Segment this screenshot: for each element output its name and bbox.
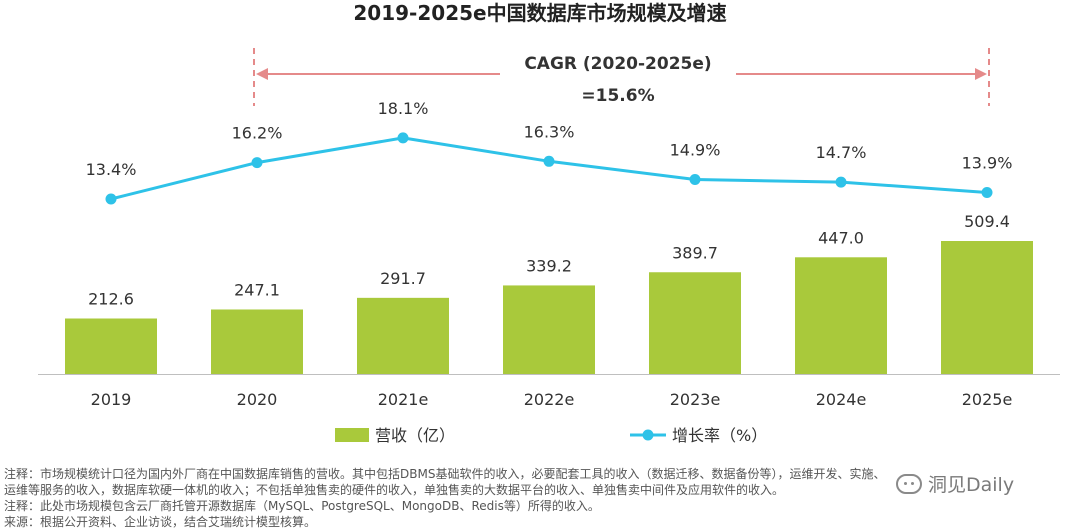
x-tick-label: 2025e	[962, 390, 1013, 409]
bar-2025e	[941, 241, 1033, 374]
x-tick-label: 2020	[237, 390, 278, 409]
bar-2022e	[503, 285, 595, 374]
growth-point-2025e	[981, 187, 993, 198]
growth-value-label: 16.2%	[232, 124, 283, 143]
x-tick-label: 2024e	[816, 390, 867, 409]
legend-label-revenue: 营收（亿）	[375, 426, 455, 445]
bar-value-label: 509.4	[964, 212, 1010, 231]
bar-2020	[211, 309, 303, 374]
x-tick-label: 2022e	[524, 390, 575, 409]
bar-2023e	[649, 272, 741, 374]
arrowhead-left-icon	[256, 68, 268, 80]
legend-swatch-revenue	[335, 428, 369, 442]
growth-value-label: 18.1%	[378, 99, 429, 118]
growth-value-label: 16.3%	[524, 122, 575, 141]
footnote-2: 运维等服务的收入，数据库软硬一体机的收入；不包括单独售卖的硬件的收入，单独售卖的…	[4, 483, 785, 497]
growth-point-2023e	[689, 174, 701, 185]
watermark-text: 洞见Daily	[928, 474, 1015, 496]
watermark: 洞见Daily	[896, 470, 1014, 497]
growth-value-label: 13.4%	[86, 160, 137, 179]
footnote-source: 来源：根据公开资料、企业访谈，结合艾瑞统计模型核算。	[4, 515, 317, 529]
bar-value-label: 291.7	[380, 269, 426, 288]
bar-value-label: 247.1	[234, 280, 280, 299]
x-tick-label: 2021e	[378, 390, 429, 409]
x-tick-label: 2019	[91, 390, 132, 409]
bar-value-label: 447.0	[818, 228, 864, 247]
growth-value-label: 14.9%	[670, 141, 721, 160]
cagr-value: =15.6%	[581, 86, 654, 106]
bar-value-label: 339.2	[526, 256, 572, 275]
bar-2019	[65, 318, 157, 374]
cagr-label: CAGR (2020-2025e)	[524, 54, 711, 74]
growth-point-2022e	[543, 155, 555, 167]
growth-point-2021e	[397, 132, 409, 144]
chart: 2019-2025e中国数据库市场规模及增速 212.6 2019 247.1 2020…	[38, 1, 1060, 445]
growth-value-label: 14.7%	[816, 143, 867, 162]
bar-value-label: 389.7	[672, 243, 718, 262]
bar-2021e	[357, 297, 449, 374]
footnotes: 注释：市场规模统计口径为国内外厂商在中国数据库销售的营收。其中包括DBMS基础软…	[4, 466, 884, 530]
x-tick-label: 2023e	[670, 390, 721, 409]
arrowhead-right-icon	[975, 68, 987, 80]
bar-value-label: 212.6	[88, 289, 134, 308]
chart-title: 2019-2025e中国数据库市场规模及增速	[353, 1, 726, 25]
growth-point-2024e	[835, 176, 847, 188]
growth-value-label: 13.9%	[962, 154, 1013, 173]
wechat-icon	[896, 473, 922, 494]
bar-2024e	[795, 257, 887, 374]
growth-point-2020	[251, 157, 263, 169]
footnote-3: 注释：此处市场规模包含云厂商托管开源数据库（MySQL、PostgreSQL、M…	[4, 499, 600, 513]
legend-label-growth: 增长率（%）	[672, 426, 767, 445]
growth-point-2019	[105, 193, 117, 205]
legend-marker-growth	[642, 429, 654, 441]
footnote-1: 注释：市场规模统计口径为国内外厂商在中国数据库销售的营收。其中包括DBMS基础软…	[4, 467, 884, 481]
